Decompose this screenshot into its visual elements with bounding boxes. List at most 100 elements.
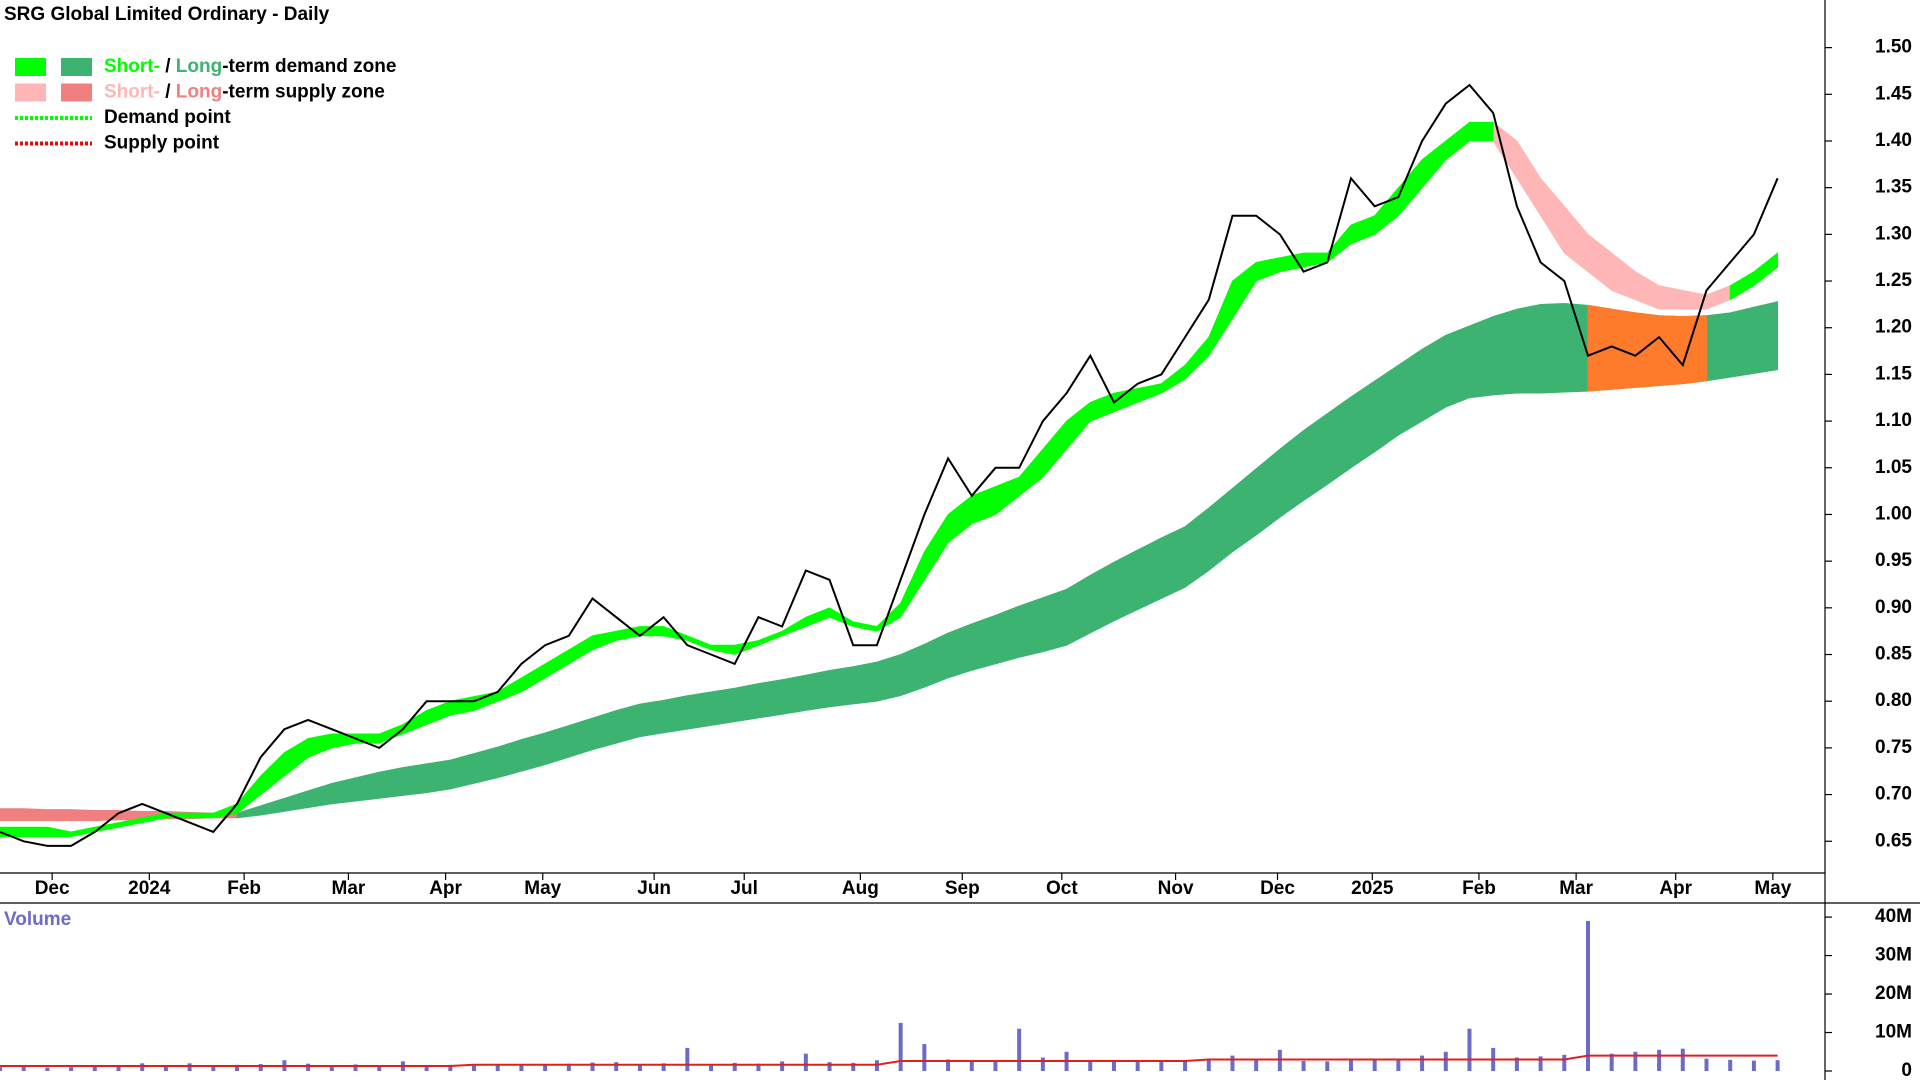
volume-bar bbox=[827, 1062, 832, 1071]
volume-bar bbox=[1396, 1060, 1401, 1071]
y-tick-label: 10M bbox=[1875, 1022, 1912, 1043]
volume-bar bbox=[163, 1065, 168, 1071]
volume-bar bbox=[1538, 1056, 1543, 1071]
volume-bar bbox=[1751, 1060, 1756, 1071]
legend-text: / bbox=[160, 82, 176, 103]
volume-bar bbox=[495, 1064, 500, 1071]
volume-bar bbox=[1633, 1051, 1638, 1071]
volume-bar bbox=[732, 1062, 737, 1071]
zone-band bbox=[1587, 304, 1707, 392]
legend-swatch bbox=[61, 83, 92, 102]
x-tick-label: Mar bbox=[1559, 878, 1593, 899]
volume-bar bbox=[1254, 1060, 1259, 1071]
x-tick-label: Apr bbox=[429, 878, 462, 899]
volume-bar bbox=[69, 1067, 74, 1071]
volume-bar bbox=[1111, 1061, 1116, 1071]
legend-label: Demand point bbox=[104, 107, 231, 128]
price-line bbox=[0, 83, 1779, 847]
x-tick-label: Feb bbox=[227, 878, 261, 899]
chart-title: SRG Global Limited Ordinary - Daily bbox=[4, 4, 330, 25]
plot-area bbox=[0, 83, 1780, 1071]
y-tick-label: 1.30 bbox=[1875, 223, 1912, 244]
volume-bar bbox=[1040, 1057, 1045, 1071]
y-tick-label: 1.35 bbox=[1875, 177, 1912, 198]
zone-band bbox=[1729, 252, 1778, 301]
volume-bar bbox=[1420, 1055, 1425, 1071]
volume-bar bbox=[116, 1065, 121, 1071]
volume-bar bbox=[1443, 1051, 1448, 1071]
volume-bar bbox=[187, 1063, 192, 1071]
volume-bar bbox=[353, 1064, 358, 1071]
volume-bar bbox=[235, 1064, 240, 1071]
x-tick-label: 2025 bbox=[1351, 878, 1394, 899]
x-tick-label: Feb bbox=[1462, 878, 1496, 899]
legend-text: Supply point bbox=[104, 133, 220, 154]
legend-text: Demand point bbox=[104, 107, 231, 128]
volume-bar bbox=[969, 1060, 974, 1071]
y-tick-label: 0.70 bbox=[1875, 784, 1912, 805]
volume-bar bbox=[1348, 1059, 1353, 1071]
y-tick-label: 20M bbox=[1875, 983, 1912, 1004]
volume-bar bbox=[661, 1063, 666, 1071]
volume-bar bbox=[685, 1047, 690, 1071]
x-tick-label: Jul bbox=[730, 878, 757, 899]
y-tick-label: 1.15 bbox=[1875, 363, 1912, 384]
legend-swatch bbox=[15, 83, 46, 102]
y-tick-label: 0.85 bbox=[1875, 644, 1912, 665]
volume-bar bbox=[1467, 1028, 1472, 1071]
volume-bar bbox=[1183, 1061, 1188, 1071]
legend-text: Short- bbox=[104, 56, 160, 77]
volume-average bbox=[0, 1054, 1778, 1067]
volume-bar bbox=[1609, 1053, 1614, 1071]
volume-bar bbox=[140, 1063, 145, 1071]
volume-bar bbox=[211, 1065, 216, 1071]
y-tick-label: 0.75 bbox=[1875, 737, 1912, 758]
y-tick-label: 1.50 bbox=[1875, 37, 1912, 58]
volume-bar bbox=[1017, 1028, 1022, 1071]
volume-bar bbox=[306, 1063, 311, 1071]
legend-label: Short- / Long-term supply zone bbox=[104, 82, 385, 103]
y-tick-label: 1.05 bbox=[1875, 457, 1912, 478]
zone-band bbox=[236, 301, 1778, 819]
volume-bar bbox=[1372, 1058, 1377, 1071]
volume-bar bbox=[543, 1064, 548, 1071]
x-tick-label: May bbox=[1754, 878, 1791, 899]
legend-text: Long bbox=[176, 56, 222, 77]
y-tick-label: 1.10 bbox=[1875, 410, 1912, 431]
x-tick-label: Oct bbox=[1046, 878, 1078, 899]
x-tick-label: Apr bbox=[1659, 878, 1692, 899]
volume-title: Volume bbox=[4, 909, 71, 930]
legend-text: Short- bbox=[104, 82, 160, 103]
volume-bar bbox=[424, 1065, 429, 1071]
legend-text: / bbox=[160, 56, 176, 77]
x-tick-label: 2024 bbox=[128, 878, 171, 899]
x-tick-label: Nov bbox=[1158, 878, 1194, 899]
volume-bar bbox=[258, 1064, 263, 1071]
volume-bar bbox=[637, 1064, 642, 1071]
volume-bar bbox=[472, 1065, 477, 1071]
volume-bar bbox=[0, 1067, 2, 1071]
legend-text: Long bbox=[176, 82, 222, 103]
volume-bar bbox=[993, 1061, 998, 1071]
volume-bar bbox=[92, 1065, 97, 1071]
volume-bar bbox=[780, 1061, 785, 1071]
volume-bar bbox=[1159, 1060, 1164, 1071]
volume-bar bbox=[21, 1066, 26, 1071]
y-tick-label: 1.25 bbox=[1875, 270, 1912, 291]
volume-bar bbox=[1088, 1060, 1093, 1071]
zone-band bbox=[0, 121, 1494, 837]
legend-text: -term supply zone bbox=[222, 82, 385, 103]
volume-bar bbox=[709, 1064, 714, 1071]
y-tick-label: 0.90 bbox=[1875, 597, 1912, 618]
volume-bar bbox=[1728, 1059, 1733, 1071]
volume-bar bbox=[1325, 1061, 1330, 1071]
y-tick-label: 1.20 bbox=[1875, 317, 1912, 338]
volume-bar bbox=[590, 1062, 595, 1071]
volume-bar bbox=[803, 1053, 808, 1071]
volume-bar bbox=[1514, 1057, 1519, 1071]
y-tick-label: 30M bbox=[1875, 945, 1912, 966]
volume-bar bbox=[851, 1062, 856, 1071]
x-tick-label: Jun bbox=[637, 878, 671, 899]
